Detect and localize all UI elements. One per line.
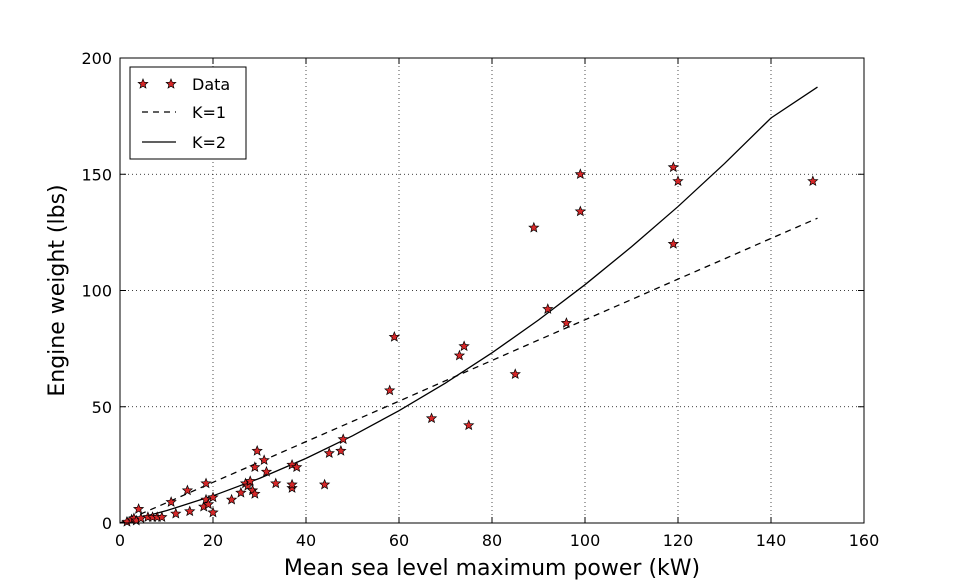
data-point-star [286, 458, 298, 470]
grid-lines [120, 58, 864, 523]
model-curves [119, 86, 818, 524]
legend-label-k1: K=1 [192, 103, 226, 122]
y-tick-label: 100 [81, 282, 112, 301]
data-point-star [425, 412, 438, 424]
data-point-star [184, 505, 196, 517]
data-point-star [202, 498, 215, 510]
data-point-star [165, 496, 177, 507]
y-tick-label: 150 [81, 165, 112, 184]
data-point-star [542, 303, 554, 314]
data-point-star [667, 238, 680, 249]
y-tick-label: 200 [81, 49, 112, 68]
x-axis-label: Mean sea level maximum power (kW) [284, 556, 700, 581]
data-point-star [458, 340, 470, 352]
data-point-star [207, 506, 219, 518]
x-tick-label: 140 [756, 531, 787, 550]
data-point-star [672, 175, 684, 187]
data-point-star [270, 477, 282, 489]
legend-label-k2: K=2 [192, 133, 226, 152]
data-point-star [207, 491, 219, 503]
data-point-star [249, 487, 261, 499]
data-points [121, 161, 819, 527]
data-point-star [244, 475, 256, 486]
axis-ticks: 0 20 40 60 80 100 120 140 160 0 50 100 150 200 [81, 49, 879, 550]
data-point-star [200, 493, 212, 505]
data-point-star [807, 175, 819, 187]
data-point-star [509, 368, 521, 380]
data-point-star [667, 161, 680, 173]
data-point-star [323, 447, 335, 459]
data-point-star [384, 384, 396, 396]
data-point-star [132, 503, 145, 514]
data-point-star [574, 205, 587, 217]
data-point-star [335, 444, 347, 456]
data-point-star [225, 493, 238, 505]
data-point-star [528, 221, 540, 233]
y-axis-label: Engine weight (lbs) [45, 184, 70, 396]
data-point-star [337, 433, 349, 445]
data-point-star [291, 461, 303, 473]
legend-label-data: Data [192, 75, 230, 94]
data-point-star [235, 486, 247, 498]
data-point-star [574, 168, 587, 180]
data-point-star [463, 419, 475, 431]
data-point-star [156, 511, 168, 522]
curve-k-2 [119, 86, 818, 524]
legend-star-icon [165, 78, 177, 89]
data-point-star [260, 465, 273, 477]
legend-marker-data [137, 78, 177, 89]
legend: Data K=1 K=2 [129, 66, 247, 160]
x-tick-label: 100 [570, 531, 601, 550]
x-tick-label: 80 [482, 531, 502, 550]
data-point-star [249, 461, 261, 473]
data-point-star [181, 484, 194, 496]
data-point-star [286, 478, 298, 490]
legend-star-icon [137, 78, 149, 89]
data-point-star [560, 317, 573, 328]
data-point-star [318, 478, 331, 490]
x-tick-label: 120 [663, 531, 694, 550]
x-tick-label: 20 [203, 531, 223, 550]
data-point-star [258, 454, 270, 466]
data-point-star [251, 444, 263, 456]
x-tick-label: 60 [389, 531, 409, 550]
data-point-star [453, 349, 466, 361]
data-point-star [170, 507, 182, 519]
legend-box [129, 66, 247, 160]
y-tick-label: 50 [92, 398, 112, 417]
x-tick-label: 160 [849, 531, 880, 550]
data-point-star [286, 482, 298, 493]
data-point-star [200, 477, 212, 489]
x-tick-label: 40 [296, 531, 316, 550]
x-tick-label: 0 [115, 531, 125, 550]
curve-k-1 [119, 217, 818, 524]
data-point-star [388, 331, 401, 342]
y-tick-label: 0 [102, 514, 112, 533]
